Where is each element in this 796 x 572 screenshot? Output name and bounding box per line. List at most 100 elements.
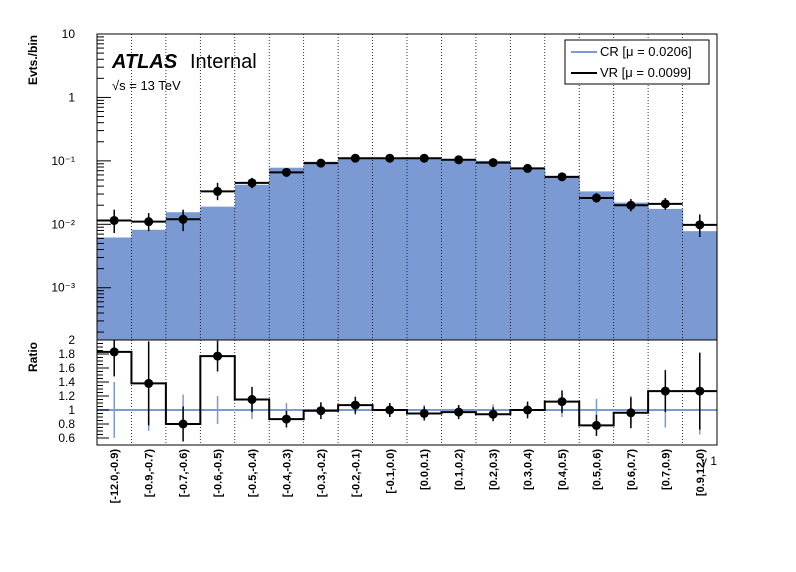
vr-data-point bbox=[523, 163, 533, 173]
ratio-y-tick-label: 1.6 bbox=[58, 361, 75, 375]
cr-histogram-bar bbox=[544, 175, 580, 340]
cr-histogram-bar bbox=[338, 157, 374, 340]
x-tick-label: [0.2,0.3) bbox=[488, 449, 500, 490]
cr-histogram-bar bbox=[303, 161, 339, 340]
ratio-panel-frame bbox=[96, 339, 718, 446]
x-tick-label: [0.4,0.5) bbox=[557, 449, 569, 490]
ratio-data-point bbox=[695, 386, 705, 396]
ratio-panel: 21.81.61.41.210.80.6 bbox=[58, 333, 717, 445]
vr-data-point bbox=[178, 214, 188, 224]
vr-data-point bbox=[109, 215, 119, 225]
x-tick-label: [-0.1,0.0) bbox=[385, 449, 397, 494]
x-tick-label: [0.3,0.4) bbox=[523, 449, 535, 490]
x-tick-label: [0.0,0.1) bbox=[419, 449, 431, 490]
ratio-data-point bbox=[419, 409, 429, 418]
vr-data-point bbox=[144, 217, 154, 227]
vr-data-point bbox=[488, 158, 498, 168]
x-tick-label: [0.7,0.9) bbox=[660, 449, 672, 490]
ratio-y-tick-label: 0.8 bbox=[58, 417, 75, 431]
vr-data-point bbox=[281, 167, 291, 177]
x-tick-label: [-0.2,-0.1) bbox=[350, 449, 362, 498]
ratio-data-point bbox=[660, 386, 670, 396]
vr-data-point bbox=[626, 200, 636, 210]
cr-histogram-bar bbox=[648, 208, 684, 340]
ratio-data-point bbox=[591, 420, 601, 430]
cr-histogram-bar bbox=[407, 158, 443, 340]
vr-data-point bbox=[557, 172, 567, 182]
legend-box bbox=[564, 39, 710, 85]
x-axis-label: γ 1 bbox=[701, 454, 717, 468]
vr-data-point bbox=[213, 186, 223, 196]
vr-data-point bbox=[591, 193, 601, 203]
ratio-data-point bbox=[213, 351, 223, 361]
x-tick-label: [-0.4,-0.3) bbox=[281, 449, 293, 498]
ratio-data-point bbox=[316, 406, 326, 416]
y-tick-label: 10⁻² bbox=[51, 217, 75, 231]
cr-histogram-bar bbox=[200, 206, 236, 340]
cr-histogram-bar bbox=[165, 212, 201, 340]
cr-histogram-bar bbox=[510, 167, 546, 340]
ratio-data-point bbox=[385, 405, 395, 415]
ratio-y-tick-label: 2 bbox=[68, 333, 75, 347]
ratio-data-point bbox=[557, 397, 567, 407]
cr-histogram-bar bbox=[372, 157, 408, 340]
ratio-data-point bbox=[281, 414, 291, 424]
vr-data-point bbox=[695, 220, 705, 230]
ratio-y-tick-label: 1.4 bbox=[58, 375, 75, 389]
ratio-y-tick-label: 1.2 bbox=[58, 389, 75, 403]
vr-data-point bbox=[385, 153, 395, 163]
cr-histogram-bar bbox=[269, 167, 305, 340]
y-tick-label: 10⁻¹ bbox=[51, 154, 75, 168]
y-tick-label: 10⁻³ bbox=[51, 281, 75, 295]
x-tick-label: [-0.6,-0.5) bbox=[213, 449, 225, 498]
y-axis-label-ratio: Ratio bbox=[26, 342, 40, 372]
x-tick-label: [0.1,0.2) bbox=[454, 449, 466, 490]
cr-histogram-bar bbox=[97, 237, 133, 340]
cr-histogram-bar bbox=[613, 202, 649, 340]
ratio-data-point bbox=[350, 400, 360, 410]
energy-label: √s = 13 TeV bbox=[112, 78, 181, 93]
cr-histogram-bar bbox=[475, 160, 511, 340]
ratio-y-tick-label: 1.8 bbox=[58, 347, 75, 361]
vr-data-point bbox=[316, 158, 326, 168]
x-tick-labels: [-12.0,-0.9) [-0.9,-0.7) [-0.7,-0.6) [-0.6,… bbox=[109, 449, 707, 504]
cr-histogram-bar bbox=[682, 231, 718, 340]
x-tick-label: [-0.9,-0.7) bbox=[144, 449, 156, 498]
vr-data-point bbox=[247, 178, 257, 188]
legend: CR [μ = 0.0206] VR [μ = 0.0099] bbox=[564, 39, 710, 85]
x-tick-label: [0.9,12.0) bbox=[695, 449, 707, 496]
ratio-data-point bbox=[626, 408, 636, 418]
y-tick-label: 10 bbox=[62, 27, 76, 41]
ratio-step-line bbox=[97, 350, 717, 427]
x-tick-label: [-12.0,-0.9) bbox=[109, 449, 121, 504]
ratio-data-point bbox=[144, 378, 154, 388]
vr-data-point bbox=[419, 153, 429, 163]
ratio-data-point bbox=[523, 405, 533, 415]
cr-histogram-bar bbox=[131, 229, 167, 340]
internal-label: Internal bbox=[190, 51, 257, 73]
cr-histogram-bar bbox=[441, 159, 477, 340]
x-tick-label: [-0.3,-0.2) bbox=[316, 449, 328, 498]
cr-histogram-bar bbox=[579, 191, 615, 340]
ratio-data-point bbox=[178, 419, 188, 429]
ratio-data-point bbox=[247, 395, 257, 404]
x-tick-label: [-0.7,-0.6) bbox=[178, 449, 190, 498]
legend-cr-label: CR [μ = 0.0206] bbox=[600, 44, 692, 59]
cr-histogram-bar bbox=[234, 184, 270, 340]
vr-data-point bbox=[350, 153, 360, 163]
ratio-y-tick-label: 1 bbox=[68, 403, 75, 417]
x-tick-label: [0.6,0.7) bbox=[626, 449, 638, 490]
y-tick-label: 1 bbox=[68, 90, 75, 104]
ratio-y-tick-label: 0.6 bbox=[58, 431, 75, 445]
atlas-label: ATLAS bbox=[111, 51, 178, 73]
y-axis-label-top: Evts./bin bbox=[26, 35, 40, 85]
vr-data-point bbox=[454, 155, 464, 165]
x-tick-label: [0.5,0.6) bbox=[591, 449, 603, 490]
vr-data-point bbox=[660, 199, 670, 209]
ratio-data-point bbox=[488, 409, 498, 419]
x-tick-label: [-0.5,-0.4) bbox=[247, 449, 259, 498]
legend-vr-label: VR [μ = 0.0099] bbox=[600, 65, 691, 80]
top-panel: 10 1 10⁻¹ 10⁻² 10⁻³ bbox=[51, 27, 718, 340]
ratio-data-point bbox=[109, 347, 119, 357]
